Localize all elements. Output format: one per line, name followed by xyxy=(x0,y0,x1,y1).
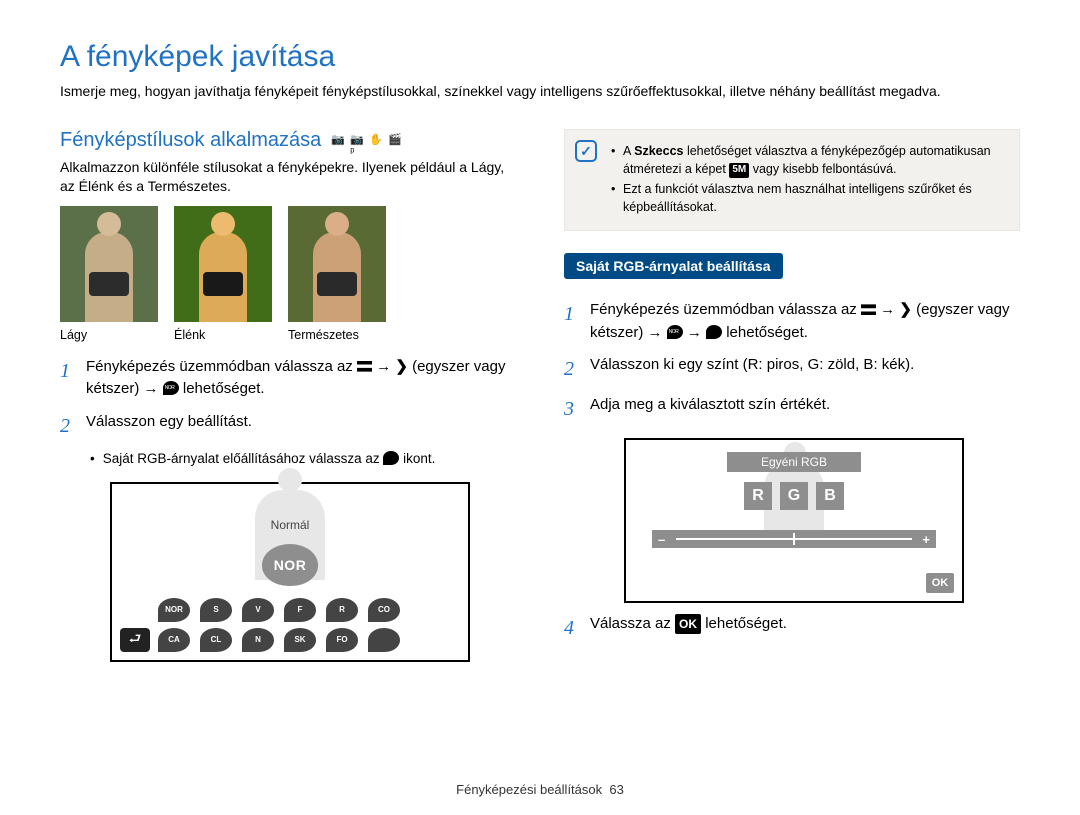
step-text: Válassza az OK lehetőséget. xyxy=(590,613,787,643)
style-fo[interactable]: FO xyxy=(326,628,358,652)
style-v[interactable]: V xyxy=(242,598,274,622)
chevron-right-icon: ❯ xyxy=(899,301,912,318)
step-text: Válasszon egy beállítást. xyxy=(86,411,252,441)
intro-text: Ismerje meg, hogyan javíthatja fényképei… xyxy=(60,82,1020,101)
step-text: Fényképezés üzemmódban válassza az → ❯ (… xyxy=(590,299,1020,344)
rgb-title-bar: Egyéni RGB xyxy=(727,452,861,472)
arrow-1: → xyxy=(376,358,391,375)
screen-style-label: Normál xyxy=(271,518,310,532)
step-text: Adja meg a kiválasztott szín értékét. xyxy=(590,394,830,424)
style-ca[interactable]: CA xyxy=(158,628,190,652)
resolution-badge: 5M xyxy=(729,163,749,178)
right-column: ✓ A Szkeccs lehetőséget választva a fény… xyxy=(564,129,1020,662)
palette-nor-icon xyxy=(667,325,683,339)
nor-selected-badge[interactable]: NOR xyxy=(262,544,318,586)
footer-page-number: 63 xyxy=(609,782,623,797)
note-badge-icon: ✓ xyxy=(575,140,597,162)
slider-minus: – xyxy=(658,532,665,547)
left-step-2-bullet: Saját RGB-árnyalat előállításához válass… xyxy=(90,451,516,466)
rgb-chip-row: R G B xyxy=(744,482,844,510)
bullet-text: Saját RGB-árnyalat előállításához válass… xyxy=(103,451,436,466)
style-co[interactable]: CO xyxy=(368,598,400,622)
camera-p-icon: 📷ᵖ xyxy=(350,133,365,147)
back-button[interactable]: ⮐ xyxy=(120,628,150,652)
slider-center-tick xyxy=(793,533,795,545)
style-r[interactable]: R xyxy=(326,598,358,622)
thumb-soft xyxy=(60,206,158,322)
step-text: Fényképezés üzemmódban válassza az → ❯ (… xyxy=(86,356,516,401)
style-sk[interactable]: SK xyxy=(284,628,316,652)
style-custom[interactable] xyxy=(368,628,400,652)
style-icon-grid: NOR S V F R CO CA CL N SK FO xyxy=(158,598,400,652)
step-number: 2 xyxy=(564,354,578,384)
palette-nor-icon xyxy=(163,381,179,395)
style-s[interactable]: S xyxy=(200,598,232,622)
step-number: 3 xyxy=(564,394,578,424)
camera-screen-styles: Normál NOR ⮐ NOR S V F R CO CA CL N SK F… xyxy=(110,482,470,662)
thumb-forest xyxy=(288,206,386,322)
thumb-vivid xyxy=(174,206,272,322)
footer-section: Fényképezési beállítások xyxy=(456,782,602,797)
left-step-2: 2 Válasszon egy beállítást. xyxy=(60,411,516,441)
note-item-2: Ezt a funkciót választva nem használhat … xyxy=(611,180,1005,216)
right-step-3: 3 Adja meg a kiválasztott szín értékét. xyxy=(564,394,1020,424)
section-body: Alkalmazzon különféle stílusokat a fényk… xyxy=(60,158,516,196)
page-title: A fényképek javítása xyxy=(60,40,1020,74)
step-number: 1 xyxy=(564,299,578,344)
mode-icons-group: 📷 📷ᵖ ✋ 🎬 xyxy=(331,133,403,147)
camera-icon: 📷 xyxy=(331,133,346,147)
video-icon: 🎬 xyxy=(388,133,403,147)
chip-g[interactable]: G xyxy=(780,482,808,510)
style-cl[interactable]: CL xyxy=(200,628,232,652)
camera-screen-rgb: Egyéni RGB R G B – + OK xyxy=(624,438,964,603)
hand-icon: ✋ xyxy=(369,133,384,147)
style-n[interactable]: N xyxy=(242,628,274,652)
ok-button[interactable]: OK xyxy=(926,573,954,593)
subsection-pill: Saját RGB-árnyalat beállítása xyxy=(564,253,783,279)
style-nor[interactable]: NOR xyxy=(158,598,190,622)
content-columns: Fényképstílusok alkalmazása 📷 📷ᵖ ✋ 🎬 Alk… xyxy=(60,129,1020,662)
left-step-1: 1 Fényképezés üzemmódban válassza az → ❯… xyxy=(60,356,516,401)
note-item-1: A Szkeccs lehetőséget választva a fényké… xyxy=(611,142,1005,178)
thumb-captions: Lágy Élénk Természetes xyxy=(60,328,516,342)
right-step-2: 2 Válasszon ki egy színt (R: piros, G: z… xyxy=(564,354,1020,384)
right-step-4: 4 Válassza az OK lehetőséget. xyxy=(564,613,1020,643)
note-box: ✓ A Szkeccs lehetőséget választva a fény… xyxy=(564,129,1020,232)
step-number: 4 xyxy=(564,613,578,643)
section-title: Fényképstílusok alkalmazása 📷 📷ᵖ ✋ 🎬 xyxy=(60,129,516,152)
section-title-text: Fényképstílusok alkalmazása xyxy=(60,129,321,152)
ok-inline-badge: OK xyxy=(675,614,701,634)
left-column: Fényképstílusok alkalmazása 📷 📷ᵖ ✋ 🎬 Alk… xyxy=(60,129,516,662)
page-footer: Fényképezési beállítások 63 xyxy=(0,782,1080,797)
arrow: → xyxy=(880,301,895,318)
palette-custom-icon xyxy=(383,451,399,465)
menu-icon xyxy=(861,304,876,315)
chevron-right-icon: ❯ xyxy=(395,358,408,375)
rgb-slider[interactable]: – + xyxy=(652,530,936,548)
style-f[interactable]: F xyxy=(284,598,316,622)
caption-soft: Lágy xyxy=(60,328,158,342)
caption-forest: Természetes xyxy=(288,328,386,342)
right-step-1: 1 Fényképezés üzemmódban válassza az → ❯… xyxy=(564,299,1020,344)
step-text: Válasszon ki egy színt (R: piros, G: zöl… xyxy=(590,354,914,384)
caption-vivid: Élénk xyxy=(174,328,272,342)
chip-b[interactable]: B xyxy=(816,482,844,510)
style-thumbnails xyxy=(60,206,516,322)
step-number: 2 xyxy=(60,411,74,441)
palette-custom-icon xyxy=(706,325,722,339)
step-number: 1 xyxy=(60,356,74,401)
chip-r[interactable]: R xyxy=(744,482,772,510)
slider-plus: + xyxy=(922,532,930,547)
menu-icon xyxy=(357,361,372,372)
